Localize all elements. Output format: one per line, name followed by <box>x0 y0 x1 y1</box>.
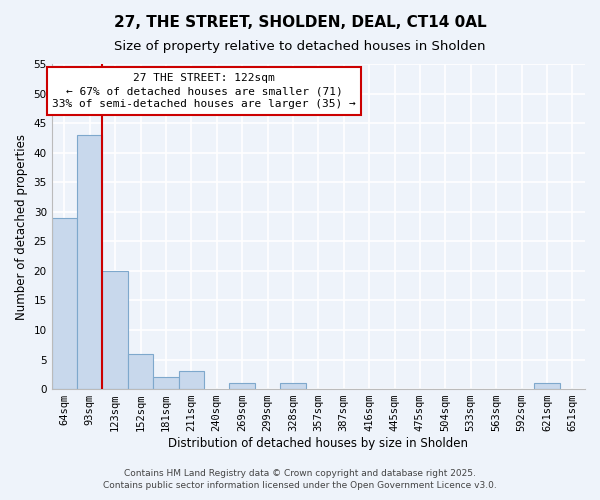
Bar <box>280 383 305 389</box>
Bar <box>103 271 128 389</box>
Bar <box>52 218 77 389</box>
Text: 27, THE STREET, SHOLDEN, DEAL, CT14 0AL: 27, THE STREET, SHOLDEN, DEAL, CT14 0AL <box>113 15 487 30</box>
Bar <box>179 372 204 389</box>
Text: Contains HM Land Registry data © Crown copyright and database right 2025.
Contai: Contains HM Land Registry data © Crown c… <box>103 468 497 490</box>
X-axis label: Distribution of detached houses by size in Sholden: Distribution of detached houses by size … <box>169 437 469 450</box>
Bar <box>534 383 560 389</box>
Bar <box>128 354 153 389</box>
Bar <box>77 135 103 389</box>
Text: 27 THE STREET: 122sqm
← 67% of detached houses are smaller (71)
33% of semi-deta: 27 THE STREET: 122sqm ← 67% of detached … <box>52 73 356 110</box>
Text: Size of property relative to detached houses in Sholden: Size of property relative to detached ho… <box>114 40 486 53</box>
Bar <box>153 378 179 389</box>
Bar <box>229 383 255 389</box>
Y-axis label: Number of detached properties: Number of detached properties <box>15 134 28 320</box>
